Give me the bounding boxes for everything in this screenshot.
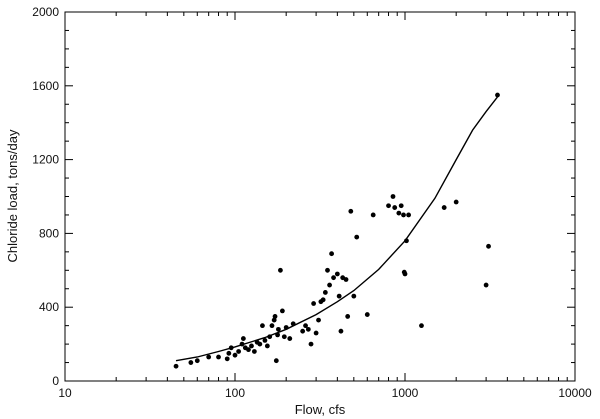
data-point (216, 354, 221, 360)
data-point (441, 205, 447, 210)
x-tick-label: 100 (225, 386, 245, 400)
data-point (390, 194, 396, 199)
data-point (262, 338, 268, 343)
data-point (325, 267, 330, 273)
data-point (194, 358, 200, 364)
data-point (283, 325, 289, 330)
data-point (404, 238, 409, 244)
data-point (232, 352, 238, 358)
data-point (313, 330, 319, 336)
data-point (327, 282, 332, 288)
data-point (257, 341, 263, 347)
data-point (305, 326, 311, 332)
data-point (398, 203, 404, 209)
data-point (338, 328, 344, 334)
data-point (386, 203, 391, 209)
data-point (267, 334, 273, 340)
data-point (392, 205, 398, 210)
data-point (275, 332, 280, 338)
data-point (260, 323, 265, 329)
data-point (271, 317, 277, 323)
data-point (354, 234, 360, 240)
data-point (334, 271, 340, 277)
data-point (406, 212, 412, 218)
data-point (329, 251, 334, 257)
x-axis-title: Flow, cfs (295, 402, 346, 417)
data-point (308, 341, 314, 347)
data-point (236, 349, 242, 354)
data-point (483, 282, 489, 288)
data-point (272, 314, 278, 319)
data-point (402, 271, 408, 277)
data-point (251, 349, 257, 354)
x-tick-label: 10 (58, 386, 72, 400)
x-axis: 10 100 1000 10000 (58, 12, 592, 400)
data-point (226, 350, 232, 356)
data-point (348, 208, 354, 214)
data-point (206, 354, 212, 360)
fit-curve (175, 96, 499, 362)
data-point (495, 92, 500, 98)
data-point (240, 336, 246, 341)
data-point (336, 293, 342, 299)
data-point (401, 212, 406, 218)
data-point (278, 267, 283, 273)
y-tick-label: 0 (52, 374, 59, 388)
data-point (331, 275, 336, 281)
data-point (364, 312, 370, 317)
data-point (275, 326, 281, 332)
data-point (279, 308, 285, 314)
plot-frame (64, 11, 576, 382)
data-point (316, 317, 321, 323)
data-point (300, 328, 306, 334)
data-point (287, 336, 293, 341)
data-point (419, 323, 424, 329)
data-point (453, 199, 459, 205)
data-point (224, 356, 230, 362)
data-point (264, 343, 270, 349)
data-point (320, 297, 326, 303)
data-point (322, 290, 328, 295)
data-point (239, 341, 245, 347)
data-point (396, 210, 402, 216)
x-tick-label: 10000 (558, 386, 592, 400)
y-axis: 0 400 800 1200 1600 2000 (32, 5, 575, 388)
data-point (173, 363, 179, 369)
y-axis-title: Chloride load, tons/day (5, 129, 20, 262)
data-point (343, 277, 349, 282)
data-point (311, 301, 317, 306)
y-tick-label: 400 (39, 300, 59, 314)
data-point (370, 212, 376, 218)
data-point (345, 314, 351, 319)
y-tick-label: 800 (39, 226, 59, 240)
data-point (290, 321, 296, 327)
y-tick-label: 2000 (32, 5, 59, 19)
data-point (303, 323, 308, 329)
data-point (246, 347, 251, 353)
data-point (269, 323, 275, 329)
y-tick-label: 1200 (32, 153, 59, 167)
data-points (173, 92, 500, 369)
x-tick-label: 1000 (392, 386, 419, 400)
data-point (249, 343, 254, 349)
data-point (351, 293, 357, 299)
data-point (228, 345, 234, 351)
data-point (281, 334, 287, 340)
data-point (188, 360, 194, 365)
data-point (486, 243, 491, 249)
data-point (273, 358, 279, 364)
y-tick-label: 1600 (32, 79, 59, 93)
